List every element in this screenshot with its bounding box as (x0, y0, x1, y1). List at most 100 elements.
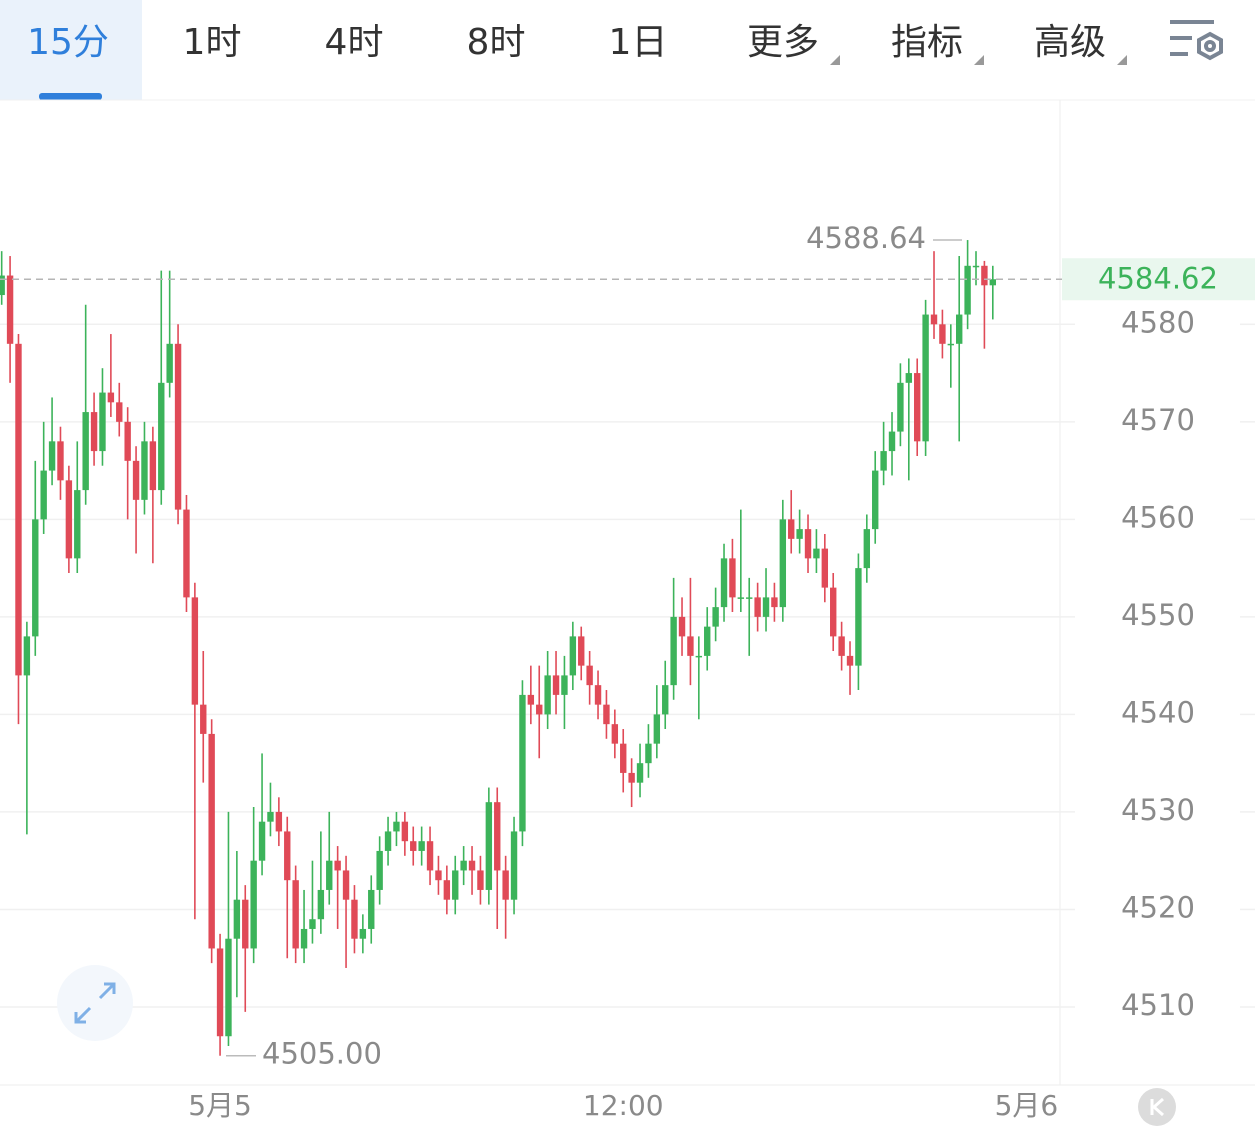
candle-body (267, 811, 274, 822)
menu-tab[interactable]: 更多 (747, 22, 819, 63)
candle-body (191, 597, 199, 705)
candle-body (594, 685, 602, 705)
candle-body (23, 636, 31, 676)
candle-body (452, 870, 459, 900)
candle-body (981, 265, 988, 286)
candle-body (200, 704, 207, 734)
candle-body (863, 529, 871, 569)
candle-body (468, 860, 476, 871)
candle-body (342, 870, 350, 900)
candle-body (821, 548, 829, 588)
candle-body (149, 441, 157, 491)
tab[interactable]: 15分 (27, 22, 109, 63)
candle-body (393, 821, 400, 832)
candle-body (351, 899, 358, 939)
candle-body (183, 509, 190, 598)
last-price-label: 4584.62 (1098, 261, 1218, 295)
candle-body (74, 490, 81, 559)
candle-body (872, 470, 879, 530)
candle-body (242, 899, 249, 949)
candle-body (376, 850, 383, 890)
candle-body (695, 655, 703, 658)
candle-body (914, 373, 921, 442)
candle-body (561, 675, 568, 695)
y-tick-label: 4570 (1121, 403, 1195, 437)
tab[interactable]: 1时 (183, 22, 242, 63)
y-tick-label: 4530 (1121, 793, 1195, 827)
y-tick-label: 4560 (1121, 500, 1195, 534)
max-annotation: 4588.64 (806, 221, 926, 255)
plot: 4510 4520 4530 4540 4550 4560 4570 4580 5月5 12:00… (0, 221, 1255, 1122)
candle-body (418, 841, 425, 851)
tab[interactable]: 4时 (325, 22, 384, 63)
menu-tab[interactable]: 高级 (1034, 22, 1106, 63)
candle-body (443, 880, 451, 900)
tab[interactable]: 1日 (609, 22, 668, 63)
candle-body (611, 724, 619, 744)
candle-body (552, 675, 560, 695)
candle-body (603, 704, 610, 725)
candle-body (477, 870, 484, 890)
expand-icon (74, 982, 116, 1024)
candle-body (662, 685, 669, 715)
candle-body (426, 841, 434, 871)
candle-body (720, 558, 728, 608)
candle-body (166, 343, 173, 383)
candle-body (494, 802, 501, 871)
candle-body (645, 743, 652, 764)
candle-body (300, 928, 308, 949)
candle-body (678, 616, 686, 637)
candle-body (6, 275, 14, 344)
tab[interactable]: 8时 (467, 22, 526, 63)
icon-dot (1204, 40, 1216, 52)
candle-body (309, 919, 316, 929)
candle-body (317, 889, 325, 920)
candle-body (670, 616, 677, 686)
dropdown-arrow (974, 55, 984, 65)
candle-body (250, 860, 257, 949)
candle-body (519, 694, 526, 832)
candle-body (485, 802, 493, 890)
candle-body (174, 343, 182, 510)
expand-button[interactable] (57, 965, 133, 1041)
candle-body (754, 597, 761, 617)
candle-body (15, 343, 22, 676)
y-tick-label: 4580 (1121, 305, 1195, 339)
candle-body (956, 314, 963, 344)
candle-body (292, 880, 299, 949)
candle-body (788, 519, 795, 539)
candle-body (855, 568, 862, 666)
min-annotation: 4505.00 (262, 1037, 382, 1071)
candle-body (99, 392, 106, 452)
candle-body (401, 821, 409, 842)
candle-body (762, 597, 770, 617)
candle-body (141, 441, 148, 500)
icon-arrow (98, 982, 116, 1000)
settings-icon[interactable] (1170, 20, 1223, 61)
candle-body (82, 412, 89, 491)
scroll-back-icon (1150, 1097, 1164, 1117)
candle-body (972, 265, 980, 268)
candle-body (527, 694, 535, 705)
candle-body (502, 870, 509, 900)
candle-body (384, 831, 392, 851)
candle-body (838, 636, 845, 656)
candle-body (225, 938, 232, 1037)
active-tab-indicator (39, 93, 102, 100)
candle-body (40, 470, 47, 520)
candle-body (813, 548, 820, 559)
menu-tab[interactable]: 指标 (891, 22, 963, 63)
scroll-back-button[interactable] (1138, 1088, 1176, 1126)
candle-body (704, 626, 711, 656)
candle-body (989, 279, 997, 286)
candle-body (410, 841, 417, 851)
candle-body (510, 831, 518, 900)
x-tick-label: 5月5 (188, 1089, 252, 1122)
candle-body (107, 392, 115, 403)
candle-body (275, 811, 283, 832)
x-tick-label: 5月6 (995, 1089, 1059, 1122)
y-tick-label: 4520 (1121, 890, 1195, 924)
candle-body (124, 421, 131, 461)
active-tab-bg (0, 0, 142, 100)
